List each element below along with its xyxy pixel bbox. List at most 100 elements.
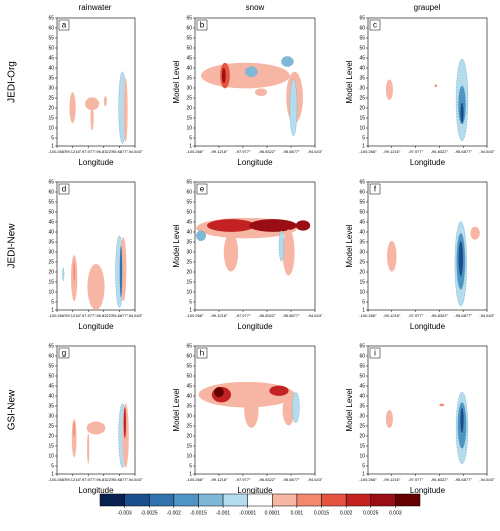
y-tick-label: 40 — [359, 393, 365, 399]
y-tick-label: 40 — [186, 65, 192, 71]
y-tick-label: 15 — [359, 115, 365, 121]
panel-letter: e — [200, 185, 205, 194]
x-tick-label: -97.977° — [408, 477, 424, 482]
x-tick-label: -96.8322° — [431, 477, 449, 482]
contour-region — [123, 407, 127, 439]
y-tick-label: 1 — [189, 471, 192, 477]
y-tick-label: 45 — [186, 383, 192, 389]
x-tick-label: -96.8322° — [431, 149, 449, 154]
y-tick-label: 5 — [189, 463, 192, 469]
y-tick-label: 55 — [186, 199, 192, 205]
colorbar-label: -0.0025 — [141, 510, 158, 516]
y-tick-label: 1 — [362, 307, 365, 313]
x-tick-label: -97.977° — [81, 149, 97, 154]
x-tick-label: -94.543° — [479, 149, 495, 154]
plot-area — [367, 345, 488, 475]
y-tick-label: 10 — [186, 125, 192, 131]
y-tick-label: 65 — [186, 15, 192, 21]
x-tick-label: -100.266° — [186, 477, 204, 482]
row-label: GSI-New — [7, 389, 18, 430]
y-tick-label: 15 — [186, 115, 192, 121]
x-tick-label: -95.6877° — [455, 477, 473, 482]
contour-region — [255, 88, 267, 97]
y-tick-label: 5 — [51, 135, 54, 141]
colorbar-label: -0.003 — [118, 510, 132, 516]
x-tick-label: -100.266° — [48, 313, 66, 318]
y-tick-label: 30 — [48, 249, 54, 255]
y-tick-label: 25 — [186, 95, 192, 101]
y-tick-label: 10 — [359, 289, 365, 295]
y-tick-label: 45 — [48, 383, 54, 389]
y-tick-label: 25 — [359, 95, 365, 101]
y-tick-label: 40 — [359, 65, 365, 71]
colorbar-bin — [148, 493, 175, 507]
contour-region — [214, 386, 224, 398]
y-axis-label: Model Level — [172, 224, 181, 267]
y-tick-label: 25 — [48, 259, 54, 265]
colorbar-label: -0.0001 — [239, 510, 256, 516]
contour-region — [119, 245, 123, 298]
y-tick-label: 60 — [186, 353, 192, 359]
y-tick-label: 50 — [48, 45, 54, 51]
x-tick-label: -100.266° — [48, 477, 66, 482]
x-tick-label: -96.8322° — [258, 149, 276, 154]
x-tick-label: -95.6877° — [111, 313, 129, 318]
y-tick-label: 65 — [186, 343, 192, 349]
contour-region — [71, 418, 77, 458]
y-tick-label: 10 — [359, 125, 365, 131]
y-tick-label: 20 — [186, 269, 192, 275]
contour-region — [434, 84, 438, 88]
contour-region — [123, 78, 128, 143]
y-tick-label: 1 — [51, 471, 54, 477]
colorbar-bin — [99, 493, 125, 507]
y-tick-label: 55 — [48, 35, 54, 41]
y-axis-label: Model Level — [345, 60, 354, 103]
contour-region — [460, 102, 464, 124]
y-tick-label: 20 — [48, 433, 54, 439]
x-tick-label: -94.543° — [127, 313, 143, 318]
y-tick-label: 55 — [359, 363, 365, 369]
y-tick-label: 5 — [51, 299, 54, 305]
colorbar-label: 0.0001 — [265, 510, 281, 516]
y-tick-label: 5 — [362, 463, 365, 469]
x-tick-label: -100.266° — [359, 313, 377, 318]
y-tick-label: 20 — [359, 433, 365, 439]
y-tick-label: 50 — [359, 45, 365, 51]
y-tick-label: 60 — [48, 25, 54, 31]
contour-region — [282, 229, 295, 276]
y-tick-label: 30 — [186, 85, 192, 91]
panel-letter: h — [200, 349, 204, 358]
contour-region — [282, 394, 295, 426]
y-tick-label: 25 — [186, 259, 192, 265]
y-tick-label: 35 — [359, 75, 365, 81]
x-axis-label: Longitude — [237, 158, 273, 167]
y-tick-label: 1 — [189, 307, 192, 313]
contour-region — [245, 66, 258, 78]
x-tick-label: -97.977° — [235, 149, 251, 154]
contour-region — [195, 230, 206, 242]
y-tick-label: 15 — [48, 279, 54, 285]
y-tick-label: 20 — [48, 269, 54, 275]
y-tick-label: 40 — [48, 229, 54, 235]
y-tick-label: 35 — [359, 239, 365, 245]
contour-region — [458, 240, 464, 277]
contour-region — [439, 403, 445, 407]
y-tick-label: 20 — [359, 105, 365, 111]
contour-region — [291, 391, 300, 424]
y-tick-label: 60 — [359, 353, 365, 359]
y-axis-label: Model Level — [345, 224, 354, 267]
plot-area — [367, 17, 488, 147]
y-tick-label: 40 — [359, 229, 365, 235]
contour-region — [387, 240, 397, 272]
plot-area — [194, 181, 316, 311]
y-tick-label: 55 — [48, 199, 54, 205]
colorbar-label: 0.0025 — [363, 510, 379, 516]
x-tick-label: -94.543° — [307, 149, 323, 154]
y-tick-label: 55 — [359, 199, 365, 205]
y-tick-label: 45 — [359, 55, 365, 61]
contour-region — [90, 105, 94, 131]
y-tick-label: 35 — [48, 239, 54, 245]
plot-area — [367, 181, 488, 311]
y-tick-label: 25 — [359, 423, 365, 429]
contour-region — [385, 79, 393, 100]
